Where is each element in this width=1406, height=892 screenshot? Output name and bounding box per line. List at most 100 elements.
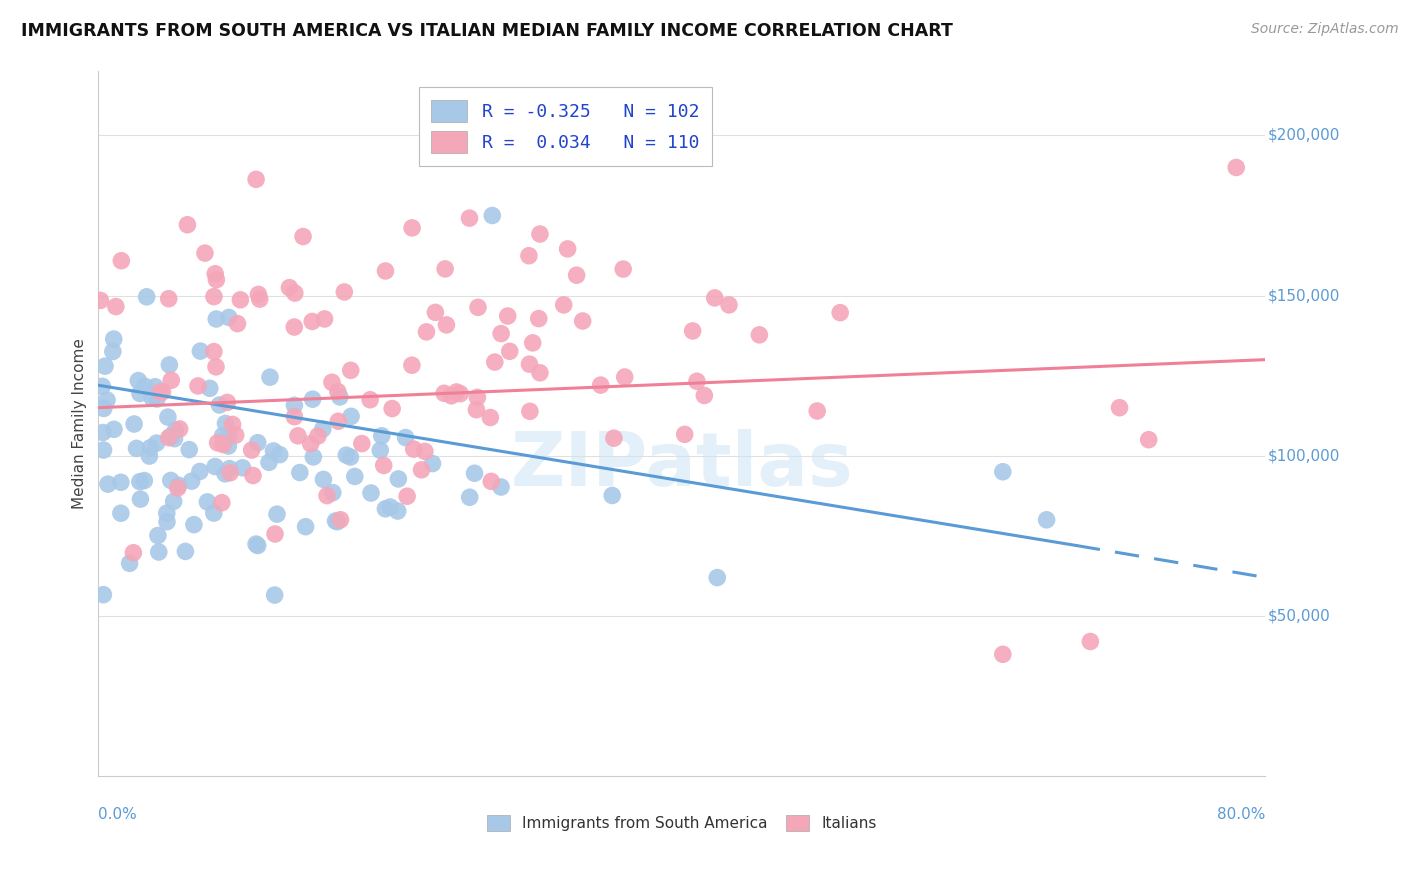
Point [312, 422, 335, 436]
Point [118, 557, 141, 571]
Point [425, 305, 447, 319]
Point [328, 414, 350, 428]
Point [264, 527, 287, 541]
Point [202, 290, 225, 304]
Point [207, 435, 229, 450]
Point [411, 463, 433, 477]
Point [226, 317, 249, 331]
Point [413, 444, 436, 458]
Point [394, 431, 416, 445]
Point [190, 344, 212, 359]
Point [612, 262, 634, 277]
Point [187, 379, 209, 393]
Point [374, 501, 396, 516]
Point [603, 431, 626, 445]
Point [718, 298, 741, 312]
Point [553, 298, 575, 312]
Point [436, 318, 458, 332]
Point [169, 422, 191, 436]
Point [613, 370, 636, 384]
Point [499, 344, 522, 359]
Legend: Immigrants from South America, Italians: Immigrants from South America, Italians [479, 807, 884, 838]
Point [217, 395, 239, 409]
Point [103, 422, 125, 436]
Point [135, 290, 157, 304]
Point [156, 515, 179, 529]
Point [339, 450, 361, 464]
Point [183, 517, 205, 532]
Point [519, 404, 541, 418]
Point [240, 443, 263, 458]
Point [146, 528, 169, 542]
Point [283, 398, 305, 412]
Point [156, 410, 179, 425]
Point [463, 467, 485, 481]
Point [93, 443, 115, 458]
Point [806, 404, 828, 418]
Point [257, 455, 280, 469]
Point [1035, 513, 1057, 527]
Point [519, 357, 541, 371]
Point [1080, 634, 1102, 648]
Point [212, 437, 235, 451]
Point [686, 374, 709, 388]
Point [481, 209, 503, 223]
Point [146, 392, 169, 406]
Point [129, 492, 152, 507]
Point [326, 384, 349, 399]
Point [152, 384, 174, 399]
Point [138, 449, 160, 463]
Point [141, 391, 163, 405]
Point [748, 327, 770, 342]
Point [440, 389, 463, 403]
Point [287, 429, 309, 443]
Point [93, 401, 115, 416]
Point [195, 495, 218, 509]
Point [94, 359, 117, 374]
Point [263, 588, 285, 602]
Point [149, 385, 172, 400]
Point [217, 439, 239, 453]
Point [283, 320, 305, 334]
Text: $100,000: $100,000 [1268, 449, 1340, 463]
Point [122, 417, 145, 431]
Point [682, 324, 704, 338]
Point [322, 485, 344, 500]
Point [479, 475, 502, 489]
Text: Source: ZipAtlas.com: Source: ZipAtlas.com [1251, 22, 1399, 37]
Point [301, 314, 323, 328]
Point [673, 427, 696, 442]
Point [484, 355, 506, 369]
Point [266, 507, 288, 521]
Point [159, 474, 181, 488]
Point [489, 326, 512, 341]
Point [686, 128, 709, 143]
Point [219, 466, 242, 480]
Point [208, 398, 231, 412]
Point [148, 545, 170, 559]
Point [269, 448, 291, 462]
Point [214, 467, 236, 481]
Point [401, 220, 423, 235]
Point [288, 466, 311, 480]
Point [1137, 433, 1160, 447]
Point [176, 218, 198, 232]
Point [202, 344, 225, 359]
Point [129, 386, 152, 401]
Point [194, 246, 217, 260]
Point [157, 358, 180, 372]
Text: IMMIGRANTS FROM SOUTH AMERICA VS ITALIAN MEDIAN FAMILY INCOME CORRELATION CHART: IMMIGRANTS FROM SOUTH AMERICA VS ITALIAN… [21, 22, 953, 40]
Point [160, 429, 183, 443]
Point [198, 381, 221, 395]
Point [179, 442, 201, 457]
Point [326, 515, 349, 529]
Point [401, 358, 423, 372]
Point [329, 390, 352, 404]
Point [160, 373, 183, 387]
Point [387, 504, 409, 518]
Point [139, 441, 162, 455]
Point [156, 506, 179, 520]
Point [103, 332, 125, 346]
Text: $200,000: $200,000 [1268, 128, 1340, 143]
Point [299, 436, 322, 450]
